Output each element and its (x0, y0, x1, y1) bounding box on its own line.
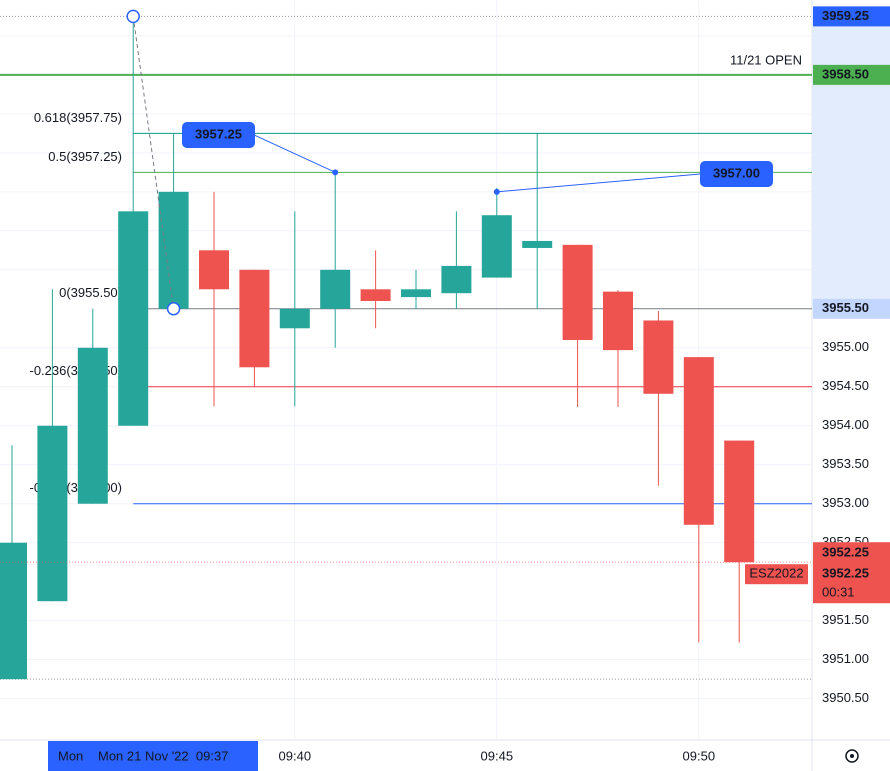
symbol-label: ESZ2022 (749, 566, 803, 581)
callout-leader (253, 134, 336, 173)
candle-body (199, 250, 229, 290)
y-tick-label: 3955.00 (822, 339, 869, 354)
candle-body (118, 211, 149, 426)
axis-badge: 3959.25 (822, 8, 869, 23)
countdown: 00:31 (822, 585, 855, 600)
y-tick-label: 3951.00 (822, 651, 869, 666)
candle-body (481, 215, 512, 278)
axis-range (812, 16, 890, 309)
candle-body (603, 291, 633, 351)
candle-body (279, 308, 310, 329)
y-tick-label: 3951.50 (822, 612, 869, 627)
fib-label: 0(3955.50) (59, 285, 122, 300)
axis-badge-bg (813, 298, 890, 319)
symbol-badge (745, 564, 808, 585)
callout-point (332, 169, 339, 176)
settings-hub[interactable] (850, 754, 854, 758)
candle-body (0, 542, 27, 680)
fib-trend (132, 16, 175, 309)
session-open-label: 11/21 OPEN (730, 52, 802, 67)
y-tick-label: 3950.50 (822, 690, 869, 705)
callout-label: 3957.00 (713, 165, 760, 180)
callout-box (182, 122, 255, 148)
candle-body (724, 440, 755, 563)
candle-body (77, 347, 108, 504)
callout-point (493, 188, 500, 195)
axis-badge-bg (813, 6, 890, 27)
session-open-badge: 3958.50 (822, 66, 869, 81)
callout-leader (496, 173, 701, 193)
last-price-label: 3952.25 (822, 545, 869, 560)
candle-body (37, 425, 68, 602)
fib-anchor (166, 302, 181, 316)
candle-body (401, 289, 431, 298)
candle-body (683, 357, 714, 525)
candle-body (562, 244, 593, 340)
fib-anchor (126, 9, 140, 24)
axis-badge: 3955.50 (822, 300, 869, 315)
settings-icon[interactable] (845, 749, 859, 763)
session-open-badge-bg (813, 64, 890, 85)
day-label: Mon (58, 748, 83, 763)
callout-box (700, 161, 773, 187)
candle-body (522, 240, 553, 248)
fib-label: -0.236(3954.50) (29, 363, 122, 378)
x-tick-label: 09:40 (279, 748, 312, 763)
crosshair-time-bg (48, 741, 258, 771)
candle-body (320, 269, 351, 309)
candle-body (158, 191, 189, 309)
last-price-label: 3952.25 (822, 566, 869, 581)
y-tick-label: 3954.00 (822, 417, 869, 432)
candle-body (360, 289, 391, 301)
y-tick-label: 3954.50 (822, 378, 869, 393)
candle-body (643, 320, 674, 394)
callout-label: 3957.25 (195, 126, 242, 141)
last-price-badge (813, 542, 890, 604)
y-tick-label: 3953.50 (822, 456, 869, 471)
candle-body (239, 269, 270, 368)
y-tick-label: 3953.00 (822, 495, 869, 510)
fib-label: 0.5(3957.25) (48, 149, 122, 164)
x-tick-label: 09:45 (481, 748, 514, 763)
candle-body (441, 265, 472, 294)
x-tick-label: 09:50 (683, 748, 716, 763)
settings-gear[interactable] (845, 749, 859, 763)
crosshair-time: Mon 21 Nov '22 09:37 (98, 748, 228, 763)
fib-label: 0.618(3957.75) (34, 110, 122, 125)
